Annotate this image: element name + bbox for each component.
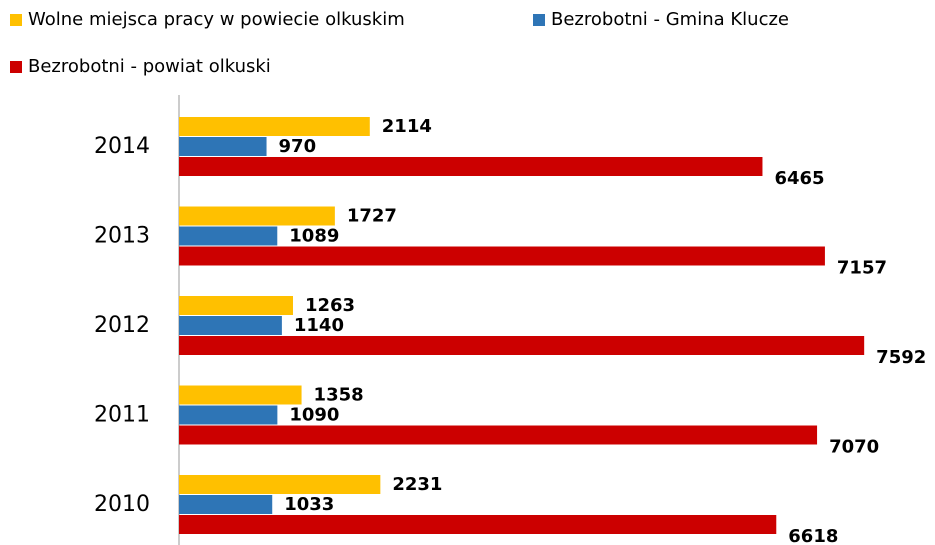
- y-tick-label: 2013: [94, 224, 150, 249]
- bar: [179, 246, 825, 266]
- data-label: 7157: [837, 258, 887, 279]
- data-label: 1033: [284, 494, 334, 515]
- bar: [179, 226, 278, 246]
- bar: [179, 157, 763, 176]
- bar: [179, 137, 267, 156]
- data-label: 7070: [829, 437, 879, 458]
- bar: [179, 495, 273, 514]
- legend-label: Bezrobotni - Gmina Klucze: [551, 9, 789, 30]
- data-label: 2114: [382, 116, 432, 137]
- bar: [179, 336, 865, 355]
- bar: [179, 515, 777, 534]
- bar: [179, 117, 370, 136]
- legend-label: Bezrobotni - powiat olkuski: [28, 56, 271, 77]
- data-label: 2231: [392, 474, 442, 495]
- legend-swatch: [10, 61, 22, 73]
- data-label: 6465: [774, 168, 824, 189]
- y-tick-label: 2012: [94, 313, 150, 338]
- bar: [179, 385, 302, 405]
- data-label: 1263: [305, 295, 355, 316]
- bar: [179, 206, 335, 226]
- data-label: 970: [279, 136, 317, 157]
- data-label: 1727: [347, 206, 397, 227]
- data-label: 6618: [788, 526, 838, 545]
- bar: [179, 296, 293, 315]
- bar: [179, 425, 818, 445]
- legend-swatch: [533, 14, 545, 26]
- data-label: 1358: [314, 385, 364, 406]
- y-tick-label: 2011: [94, 403, 150, 428]
- data-label: 1140: [294, 315, 344, 336]
- legend-swatch: [10, 14, 22, 26]
- bar: [179, 316, 282, 335]
- data-label: 1089: [289, 226, 339, 247]
- bar: [179, 405, 278, 425]
- data-label: 7592: [876, 347, 926, 368]
- legend-label: Wolne miejsca pracy w powiecie olkuskim: [28, 9, 405, 30]
- data-label: 1090: [289, 405, 339, 426]
- y-tick-label: 2010: [94, 492, 150, 517]
- bar: [179, 475, 381, 494]
- y-tick-label: 2014: [94, 134, 150, 159]
